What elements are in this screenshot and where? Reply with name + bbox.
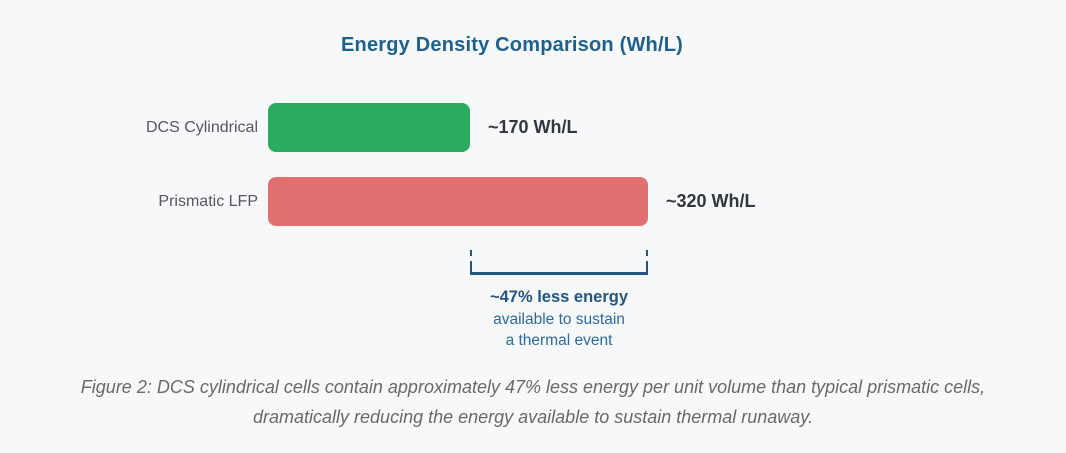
annotation-line-1: ~47% less energy (489, 288, 629, 306)
annotation-line-2: available to sustain (493, 310, 625, 328)
bracket-base (470, 264, 648, 275)
bar-label-dcs-cylindrical: DCS Cylindrical (145, 119, 258, 136)
bar-value-dcs-cylindrical: ~170 Wh/L (488, 117, 578, 137)
caption-line-2: dramatically reducing the energy availab… (253, 407, 813, 427)
annotation-line-3: a thermal event (505, 332, 613, 349)
bar-value-prismatic-lfp: ~320 Wh/L (666, 191, 756, 211)
bar-label-prismatic-lfp: Prismatic LFP (158, 193, 258, 210)
bracket-dashed-lines (470, 250, 648, 267)
difference-annotation: ~47% less energy available to sustain a … (419, 287, 699, 352)
figure-caption: Figure 2: DCS cylindrical cells contain … (0, 372, 1066, 432)
caption-line-1: Figure 2: DCS cylindrical cells contain … (80, 377, 986, 397)
bar-prismatic-lfp (268, 177, 648, 226)
difference-bracket (470, 250, 648, 275)
bar-dcs-cylindrical (268, 103, 470, 152)
chart-title: Energy Density Comparison (Wh/L) (341, 34, 683, 56)
